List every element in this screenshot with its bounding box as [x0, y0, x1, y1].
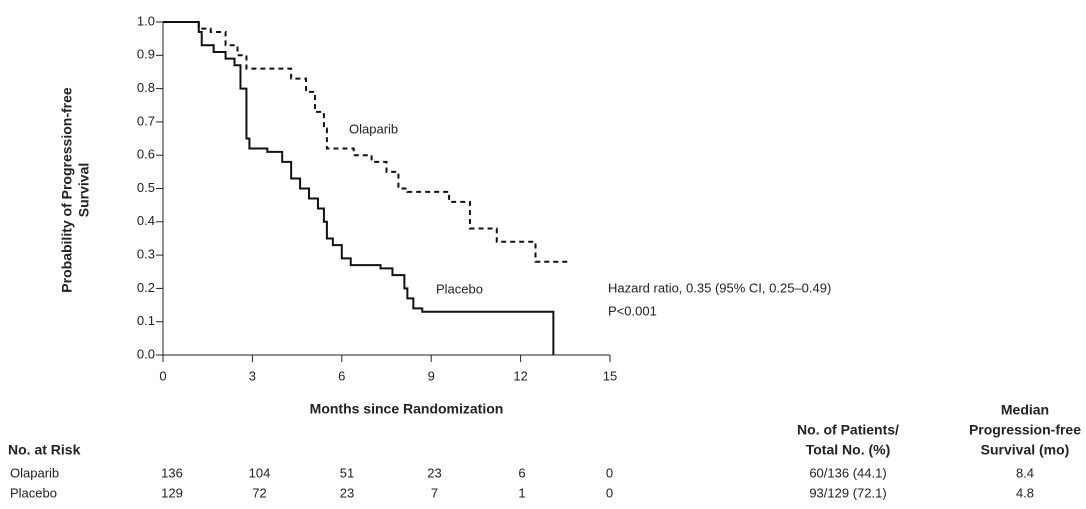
risk-count: 23	[427, 465, 441, 480]
y-tick-label: 0.8	[137, 80, 155, 95]
summary-header: No. of Patients/	[797, 422, 899, 438]
x-tick-label: 0	[159, 368, 166, 383]
summary-header: Median	[1001, 402, 1049, 418]
risk-count: 129	[161, 485, 183, 500]
y-tick-label: 0.4	[137, 213, 155, 228]
y-tick-label: 0.0	[137, 346, 155, 361]
summary-cell: 93/129 (72.1)	[809, 485, 886, 500]
survival-curve	[163, 21, 572, 263]
y-tick-label: 0.6	[137, 147, 155, 162]
annotation: P<0.001	[608, 303, 657, 318]
x-tick-label: 12	[513, 368, 527, 383]
risk-count: 23	[340, 485, 354, 500]
y-axis-label: Survival	[76, 163, 92, 217]
x-tick-label: 6	[338, 368, 345, 383]
annotation: Hazard ratio, 0.35 (95% CI, 0.25–0.49)	[608, 280, 831, 295]
y-tick-label: 0.9	[137, 47, 155, 62]
x-tick-label: 3	[249, 368, 256, 383]
summary-header: Survival (mo)	[981, 442, 1070, 458]
risk-count: 7	[431, 485, 438, 500]
risk-count: 104	[249, 465, 271, 480]
risk-count: 136	[161, 465, 183, 480]
x-axis-label: Months since Randomization	[310, 401, 504, 417]
y-tick-label: 0.1	[137, 313, 155, 328]
curve-label: Placebo	[436, 281, 483, 296]
y-tick-label: 0.5	[137, 180, 155, 195]
risk-count: 1	[518, 485, 525, 500]
y-axis-label: Probability of Progression-free	[59, 87, 75, 293]
risk-count: 51	[340, 465, 354, 480]
summary-cell: 8.4	[1016, 465, 1034, 480]
risk-count: 0	[606, 485, 613, 500]
y-tick-label: 0.7	[137, 113, 155, 128]
survival-curve	[163, 21, 555, 355]
risk-count: 0	[606, 465, 613, 480]
risk-row-name: Placebo	[10, 485, 57, 500]
y-tick-label: 0.2	[137, 280, 155, 295]
summary-cell: 60/136 (44.1)	[809, 465, 886, 480]
risk-count: 72	[252, 485, 266, 500]
y-tick-label: 1.0	[137, 13, 155, 28]
summary-cell: 4.8	[1016, 485, 1034, 500]
summary-header: Progression-free	[969, 422, 1081, 438]
summary-header: Total No. (%)	[806, 442, 891, 458]
x-tick-label: 15	[603, 368, 617, 383]
y-tick-label: 0.3	[137, 247, 155, 262]
risk-count: 6	[518, 465, 525, 480]
curve-label: Olaparib	[349, 121, 398, 136]
risk-row-name: Olaparib	[10, 465, 59, 480]
x-tick-label: 9	[428, 368, 435, 383]
risk-title: No. at Risk	[8, 442, 81, 458]
